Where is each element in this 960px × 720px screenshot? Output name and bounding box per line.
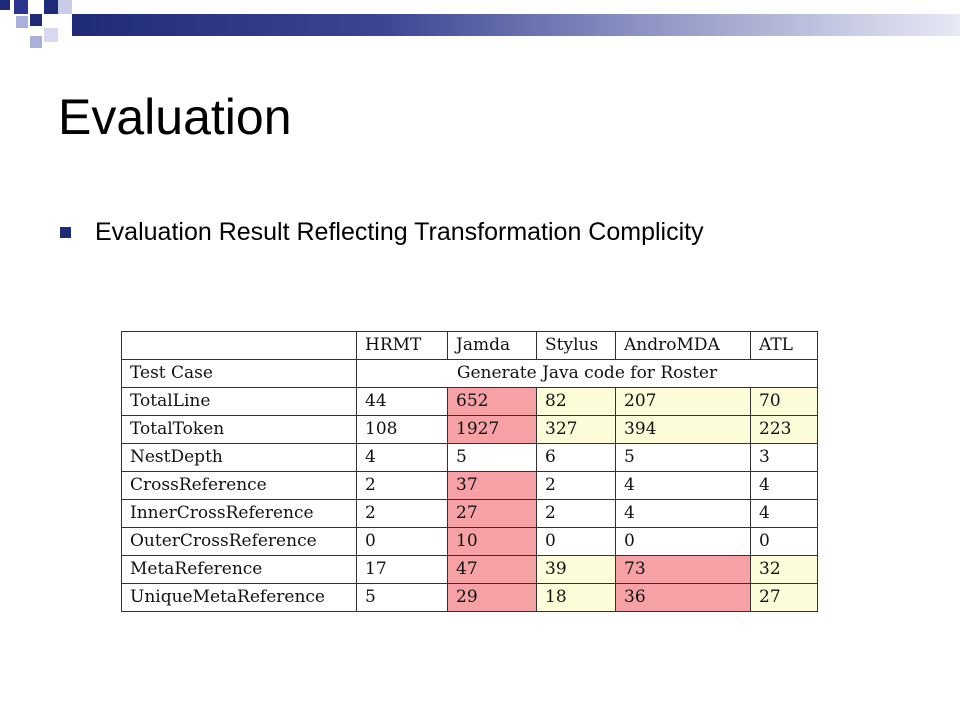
table-row: InnerCrossReference 2 27 2 4 4 <box>121 499 818 528</box>
table-cell: 0 <box>536 527 616 556</box>
table-cell: 27 <box>750 583 818 612</box>
header-cell: ATL <box>750 331 818 360</box>
table-row: MetaReference 17 47 39 73 32 <box>121 555 818 584</box>
table-cell: 0 <box>615 527 751 556</box>
table-cell: 2 <box>536 499 616 528</box>
table-cell: 5 <box>447 443 537 472</box>
decor-square <box>16 16 28 28</box>
table-cell: 17 <box>356 555 448 584</box>
table-cell: 27 <box>447 499 537 528</box>
table-header-row: HRMT Jamda Stylus AndroMDA ATL <box>121 331 818 360</box>
bullet-square-icon <box>60 227 71 238</box>
header-cell: Stylus <box>536 331 616 360</box>
table-cell: 0 <box>750 527 818 556</box>
table-cell: 32 <box>750 555 818 584</box>
table-cell: 5 <box>615 443 751 472</box>
table-cell: 6 <box>536 443 616 472</box>
table-cell: 223 <box>750 415 818 444</box>
table-cell: 10 <box>447 527 537 556</box>
table-cell: 4 <box>615 471 751 500</box>
decor-square <box>44 28 58 42</box>
decor-square <box>0 0 10 10</box>
table-cell: 44 <box>356 387 448 416</box>
decor-square <box>30 14 42 26</box>
table-cell: 394 <box>615 415 751 444</box>
bullet-item: Evaluation Result Reflecting Transformat… <box>60 218 704 247</box>
table-cell: 36 <box>615 583 751 612</box>
row-label: Test Case <box>121 359 357 388</box>
table-row: Test Case Generate Java code for Roster <box>121 359 818 388</box>
table-cell: 2 <box>356 471 448 500</box>
bullet-text: Evaluation Result Reflecting Transformat… <box>95 218 704 246</box>
table-row: TotalLine 44 652 82 207 70 <box>121 387 818 416</box>
table-cell: 2 <box>536 471 616 500</box>
row-label: TotalLine <box>121 387 357 416</box>
decor-square <box>30 36 42 48</box>
table-cell: 5 <box>356 583 448 612</box>
table-row: TotalToken 108 1927 327 394 223 <box>121 415 818 444</box>
table-cell: 327 <box>536 415 616 444</box>
header-cell: HRMT <box>356 331 448 360</box>
table-row: NestDepth 4 5 6 5 3 <box>121 443 818 472</box>
table-cell: 37 <box>447 471 537 500</box>
test-case-value: Generate Java code for Roster <box>356 359 818 388</box>
table-cell: 18 <box>536 583 616 612</box>
decor-square <box>14 0 28 14</box>
table-cell: 1927 <box>447 415 537 444</box>
row-label: InnerCrossReference <box>121 499 357 528</box>
table-cell: 4 <box>615 499 751 528</box>
table-cell: 207 <box>615 387 751 416</box>
table-cell: 39 <box>536 555 616 584</box>
header-cell <box>121 331 357 360</box>
table-row: OuterCrossReference 0 10 0 0 0 <box>121 527 818 556</box>
table-cell: 82 <box>536 387 616 416</box>
table-cell: 3 <box>750 443 818 472</box>
header-gradient-bar <box>72 14 960 36</box>
row-label: TotalToken <box>121 415 357 444</box>
table-row: CrossReference 2 37 2 4 4 <box>121 471 818 500</box>
row-label: CrossReference <box>121 471 357 500</box>
table-cell: 4 <box>750 499 818 528</box>
table-cell: 0 <box>356 527 448 556</box>
table-cell: 70 <box>750 387 818 416</box>
table-cell: 108 <box>356 415 448 444</box>
slide-title: Evaluation <box>58 89 292 145</box>
row-label: OuterCrossReference <box>121 527 357 556</box>
table-row: UniqueMetaReference 5 29 18 36 27 <box>121 583 818 612</box>
evaluation-table-container: HRMT Jamda Stylus AndroMDA ATL Test Case… <box>121 331 818 612</box>
row-label: NestDepth <box>121 443 357 472</box>
table-cell: 47 <box>447 555 537 584</box>
decor-square <box>44 0 58 14</box>
decor-square <box>58 0 72 14</box>
table-cell: 4 <box>750 471 818 500</box>
header-cell: AndroMDA <box>615 331 751 360</box>
table-cell: 652 <box>447 387 537 416</box>
table-cell: 4 <box>356 443 448 472</box>
evaluation-table: HRMT Jamda Stylus AndroMDA ATL Test Case… <box>121 331 818 612</box>
table-cell: 29 <box>447 583 537 612</box>
table-cell: 73 <box>615 555 751 584</box>
header-cell: Jamda <box>447 331 537 360</box>
row-label: UniqueMetaReference <box>121 583 357 612</box>
row-label: MetaReference <box>121 555 357 584</box>
table-cell: 2 <box>356 499 448 528</box>
